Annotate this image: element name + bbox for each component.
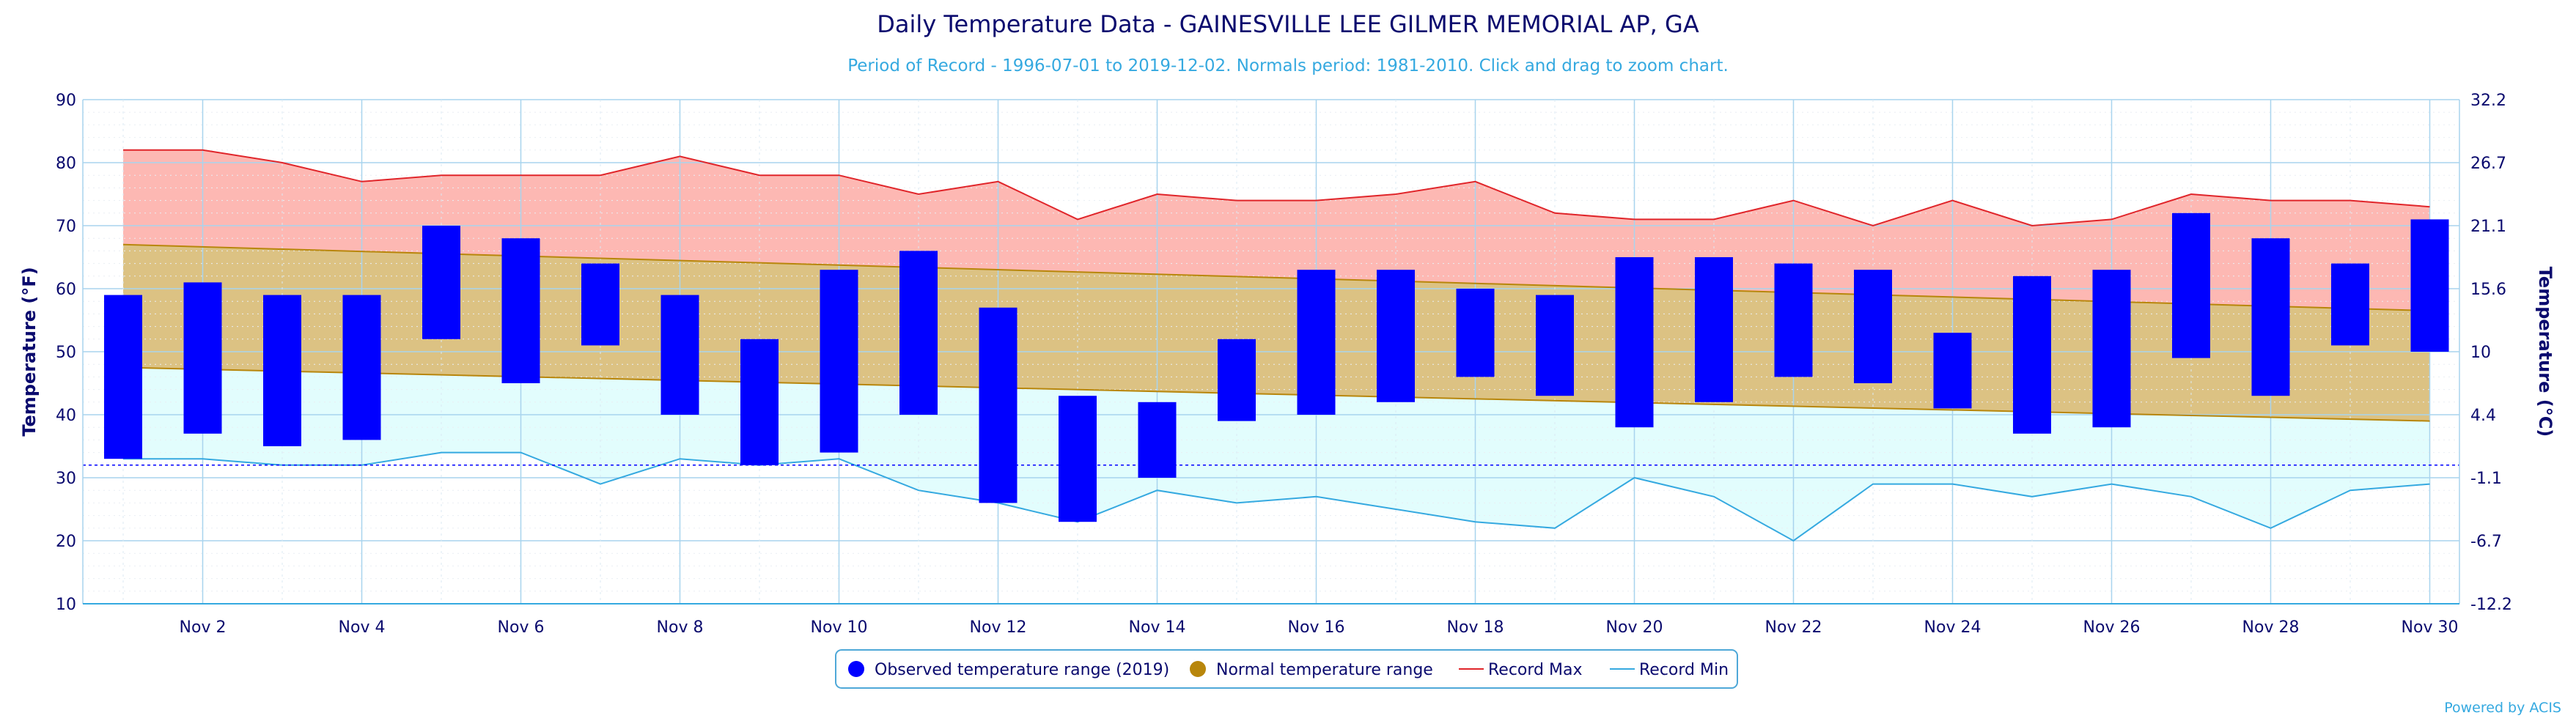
observed-bar[interactable] [2172, 212, 2210, 358]
x-tick-label: Nov 26 [2083, 618, 2141, 637]
legend-box [835, 649, 1738, 689]
observed-bar[interactable] [2331, 263, 2369, 346]
observed-bar[interactable] [581, 263, 619, 346]
legend-marker-observed[interactable] [848, 661, 864, 677]
legend-label-record-max[interactable]: Record Max [1488, 661, 1583, 679]
x-tick-label: Nov 8 [657, 618, 704, 637]
observed-bar[interactable] [1615, 257, 1654, 428]
legend-label-normal[interactable]: Normal temperature range [1216, 661, 1433, 679]
observed-bar[interactable] [263, 295, 301, 446]
legend[interactable]: Observed temperature range (2019) Normal… [835, 649, 1738, 689]
observed-bar[interactable] [501, 238, 540, 383]
x-tick-label: Nov 30 [2402, 618, 2459, 637]
x-tick-label: Nov 12 [970, 618, 1027, 637]
y-tick-label-left: 50 [56, 344, 76, 362]
observed-bar[interactable] [2251, 238, 2290, 396]
observed-bar[interactable] [1933, 333, 1972, 409]
x-tick-label: Nov 20 [1606, 618, 1663, 637]
observed-bar[interactable] [1059, 396, 1097, 522]
y-tick-label-left: 40 [56, 407, 76, 425]
observed-bar[interactable] [2013, 276, 2051, 434]
observed-bar[interactable] [2410, 219, 2449, 352]
observed-bar[interactable] [740, 339, 779, 465]
y-tick-label-left: 30 [56, 470, 76, 488]
y-axis-label-right: Temperature (°C) [2535, 267, 2555, 437]
observed-bar[interactable] [183, 282, 222, 434]
record-min-line[interactable] [123, 451, 2430, 542]
observed-bar[interactable] [1297, 270, 1336, 415]
x-tick-label: Nov 6 [498, 618, 545, 637]
observed-bar[interactable] [1774, 263, 1813, 377]
observed-bar[interactable] [1218, 339, 1256, 421]
observed-bar[interactable] [899, 251, 938, 415]
y-tick-label-left: 80 [56, 155, 76, 173]
x-tick-label: Nov 16 [1288, 618, 1345, 637]
x-tick-label: Nov 14 [1129, 618, 1186, 637]
observed-bar[interactable] [979, 307, 1017, 503]
observed-bar[interactable] [820, 270, 858, 453]
axes: 10 20 30 40 50 60 70 80 90 -12.2 -6.7 -1.1 4.4 10 15.6… [56, 92, 2512, 637]
observed-bar[interactable] [1536, 295, 1574, 396]
y-tick-label-right: 15.6 [2470, 281, 2506, 299]
x-tick-label: Nov 10 [811, 618, 868, 637]
record-max-line[interactable] [123, 149, 2430, 227]
y-tick-label-right: -12.2 [2470, 596, 2512, 614]
observed-bar[interactable] [1456, 289, 1495, 377]
observed-bar[interactable] [422, 226, 460, 339]
y-tick-label-right: 4.4 [2470, 407, 2496, 425]
y-tick-label-right: 26.7 [2470, 155, 2506, 173]
observed-bar[interactable] [1695, 257, 1733, 402]
y-tick-label-right: 32.2 [2470, 92, 2506, 110]
chart-title: Daily Temperature Data - GAINESVILLE LEE… [877, 10, 1699, 38]
y-tick-label-right: -1.1 [2470, 470, 2502, 488]
record-range-area [123, 149, 2430, 311]
y-tick-label-left: 60 [56, 281, 76, 299]
observed-bar[interactable] [342, 295, 381, 440]
y-tick-label-left: 90 [56, 92, 76, 110]
x-tick-label: Nov 18 [1447, 618, 1504, 637]
credit-link[interactable]: Powered by ACIS [2444, 700, 2561, 716]
x-tick-label: Nov 28 [2242, 618, 2300, 637]
x-tick-label: Nov 2 [180, 618, 227, 637]
x-tick-label: Nov 22 [1765, 618, 1822, 637]
plot-area[interactable] [83, 99, 2459, 604]
observed-bar[interactable] [1138, 402, 1177, 478]
observed-bar[interactable] [660, 295, 699, 415]
y-tick-label-right: 10 [2470, 344, 2491, 362]
observed-bar[interactable] [1854, 270, 1892, 383]
observed-bar[interactable] [1377, 270, 1415, 402]
chart-subtitle: Period of Record - 1996-07-01 to 2019-12… [847, 56, 1729, 75]
y-tick-label-left: 70 [56, 218, 76, 236]
observed-bar[interactable] [2092, 270, 2131, 428]
y-tick-label-right: 21.1 [2470, 218, 2506, 236]
y-tick-label-left: 20 [56, 533, 76, 551]
y-tick-label-right: -6.7 [2470, 533, 2502, 551]
legend-label-record-min[interactable]: Record Min [1639, 661, 1729, 679]
legend-marker-normal[interactable] [1190, 661, 1206, 677]
legend-label-observed[interactable]: Observed temperature range (2019) [875, 661, 1169, 679]
observed-bar[interactable] [104, 295, 142, 459]
x-tick-label: Nov 24 [1924, 618, 1981, 637]
x-tick-label: Nov 4 [339, 618, 386, 637]
y-tick-label-left: 10 [56, 596, 76, 614]
y-axis-label-left: Temperature (°F) [19, 267, 40, 436]
